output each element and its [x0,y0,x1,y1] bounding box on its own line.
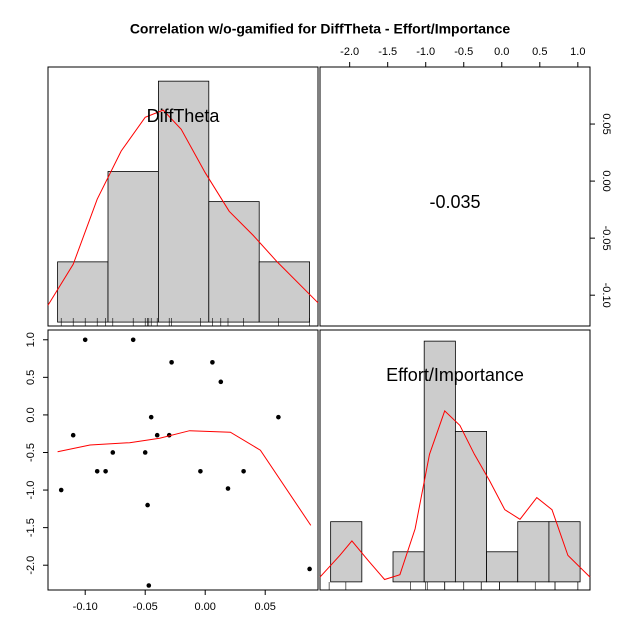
chart-title: Correlation w/o-gamified for DiffTheta -… [130,21,511,37]
left-tick-label: -0.5 [25,443,37,462]
scatter-point [241,468,246,474]
panel-frame [47,66,319,327]
left-tick-label: -2.0 [25,556,37,575]
correlation-value: -0.035 [429,192,480,212]
histogram-bar [107,171,159,323]
histogram-bar [486,551,519,583]
histogram-bar [57,261,109,323]
scatter-point [146,583,152,588]
top-tick-label: -0.5 [454,46,473,58]
left-tick-label: -1.0 [25,481,37,500]
panel-frame [319,329,591,591]
scatter-point [94,468,100,474]
histogram-bar [517,521,550,583]
scatter-point [130,337,136,343]
histogram-bar [392,551,425,583]
density-curve [319,410,591,581]
top-tick-label: 0.5 [532,46,547,58]
scatter-point [198,468,203,474]
scatter-point [225,486,231,491]
top-tick-label: -1.5 [378,46,397,58]
bottom-tick-label: -0.05 [133,601,158,613]
left-tick-label: -1.5 [25,518,37,537]
top-tick-label: 1.0 [570,46,585,58]
scatter-point [110,450,116,455]
bottom-tick-label: 0.00 [194,601,215,613]
scatter-point [142,450,148,455]
right-tick-label: -0.10 [600,283,612,308]
scatter-point [70,432,76,438]
lowess-curve [57,430,312,526]
right-tick-label: 0.00 [600,170,612,191]
left-tick-label: 0.5 [25,370,37,385]
bottom-tick-label: -0.10 [73,601,98,613]
scatter-point [103,468,108,474]
histogram-bar [258,261,311,323]
panel-frame [47,329,319,591]
histogram-bar [208,201,260,323]
scatter-point [276,414,281,420]
scatter-point [145,502,150,508]
histogram-bar [454,431,487,583]
right-tick-label: -0.05 [600,226,612,251]
scatter-point [82,337,88,343]
scatter-point [218,379,224,385]
variable-name: Effort/Importance [386,365,524,385]
top-tick-label: 0.0 [494,46,509,58]
scatter-point [210,360,215,365]
density-curve [47,109,319,306]
left-tick-label: 0.0 [25,407,37,422]
scatter-point [307,566,312,572]
histogram-bar [423,340,456,583]
top-tick-label: -1.0 [416,46,435,58]
histogram-bar [330,521,363,583]
top-tick-label: -2.0 [340,46,359,58]
panel-frame [319,66,591,327]
scatter-point [58,487,64,493]
bottom-tick-label: 0.05 [254,601,275,613]
histogram-bar [548,521,581,583]
scatter-point [169,360,174,365]
variable-name: DiffTheta [147,106,221,126]
histogram-bar [157,80,210,323]
scatter-point [154,432,160,438]
right-tick-label: 0.05 [600,113,612,134]
left-tick-label: 1.0 [25,332,37,347]
scatter-point [148,414,154,420]
